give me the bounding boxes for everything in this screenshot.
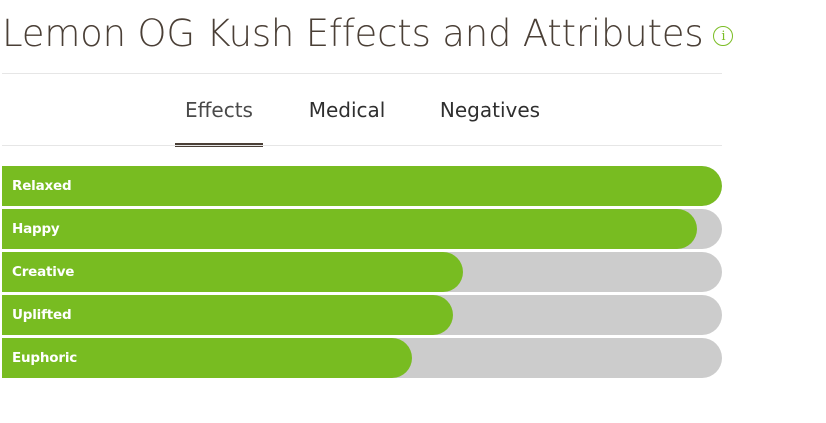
page-title: Lemon OG Kush Effects and Attributes [2, 11, 704, 55]
tab-negatives-label: Negatives [439, 97, 541, 122]
effect-bar-uplifted: Uplifted [2, 295, 722, 335]
effect-bar-euphoric: Euphoric [2, 338, 722, 378]
tab-effects-label: Effects [185, 97, 253, 122]
effect-bar-fill [2, 338, 413, 378]
tab-bar: Effects Medical Negatives [0, 74, 722, 147]
tab-effects[interactable]: Effects [175, 74, 263, 147]
effect-bar-label: Creative [12, 264, 75, 280]
tab-negatives[interactable]: Negatives [434, 74, 546, 145]
effect-bar-label: Uplifted [12, 307, 72, 323]
effect-bar-happy: Happy [2, 209, 722, 249]
tab-medical[interactable]: Medical [300, 74, 394, 145]
effects-bar-list: Relaxed Happy Creative Uplifted Euphoric [2, 166, 722, 381]
effect-bar-label: Euphoric [12, 350, 78, 366]
effect-bar-fill [2, 209, 697, 249]
effect-bar-fill [2, 295, 453, 335]
effect-bar-fill [2, 166, 722, 206]
divider-top [2, 73, 722, 74]
effect-bar-label: Relaxed [12, 178, 72, 194]
divider-bottom [2, 145, 722, 146]
effect-bar-fill [2, 252, 463, 292]
page-header: Lemon OG Kush Effects and Attributes i [2, 8, 734, 58]
tab-medical-label: Medical [308, 97, 386, 122]
effect-bar-label: Happy [12, 221, 60, 237]
effect-bar-relaxed: Relaxed [2, 166, 722, 206]
effect-bar-creative: Creative [2, 252, 722, 292]
info-icon[interactable]: i [713, 26, 734, 46]
